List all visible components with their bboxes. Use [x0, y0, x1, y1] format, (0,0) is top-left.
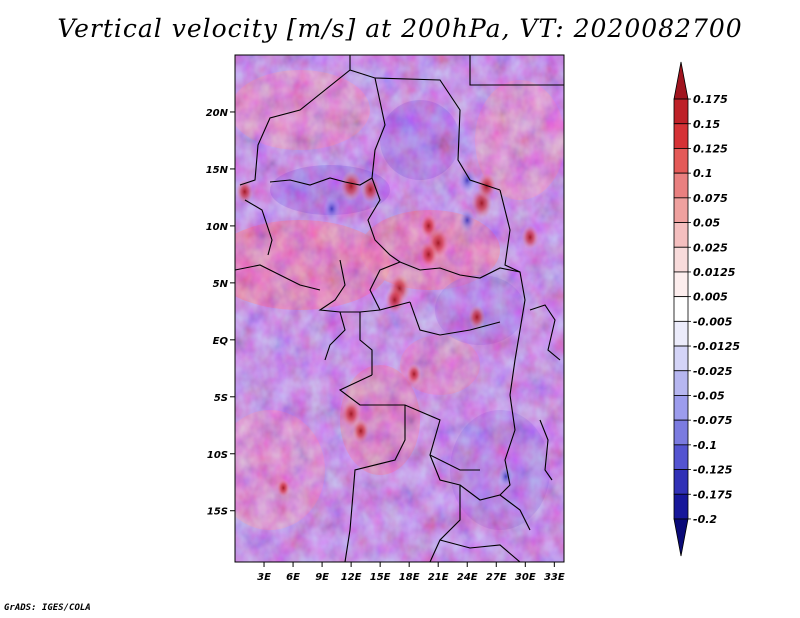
colorbar-segment: [673, 148, 689, 174]
colorbar-label: 0.15: [693, 118, 720, 131]
colorbar: 0.175 0.15 0.125 0.1 0.075 0.05 0.025 0.0125 0.0…: [673, 61, 740, 557]
colorbar-segment: [673, 197, 689, 223]
y-tick-label: 5S: [214, 393, 228, 404]
y-tick-label: 20N: [206, 108, 229, 119]
colorbar-label: -0.005: [693, 315, 733, 328]
x-tick-label: 30E: [515, 572, 536, 583]
colorbar-segment: [673, 469, 689, 495]
country-borders: [235, 55, 564, 562]
colorbar-segment: [673, 98, 689, 125]
y-tick-label: 10N: [206, 222, 229, 233]
chart-canvas: 3E 6E 9E 12E 15E 18E 21E 24E 27E 30E 33E 20N 15N 10N…: [206, 54, 740, 583]
colorbar-label: -0.075: [693, 414, 733, 427]
colorbar-segment: [673, 419, 689, 446]
hotspot-10: [341, 400, 361, 428]
x-tick-label: 21E: [428, 572, 449, 583]
colorbar-label: 0.0125: [693, 266, 736, 279]
x-tick-label: 18E: [399, 572, 420, 583]
colorbar-segment: [673, 246, 689, 273]
colorbar-segment: [673, 444, 689, 470]
colorbar-top-arrow: [673, 61, 689, 100]
hotspot-11: [352, 418, 370, 443]
y-tick-label: EQ: [213, 336, 229, 347]
y-tick-label: 10S: [207, 450, 228, 461]
colorbar-label: 0.125: [693, 142, 728, 155]
y-tick-label: 15S: [207, 507, 228, 518]
hotspot-1: [361, 175, 380, 203]
hotspot-0: [340, 171, 362, 202]
colorbar-segment: [673, 320, 689, 347]
footer-credit: GrADS: IGES/COLA: [4, 603, 91, 613]
hotspot-12: [406, 363, 422, 385]
map-frame: [234, 54, 565, 563]
hotspot-17: [458, 208, 476, 233]
colorbar-label: 0.05: [693, 217, 720, 230]
x-axis: 3E 6E 9E 12E 15E 18E 21E 24E 27E 30E 33E: [257, 562, 565, 583]
hotspot-6: [385, 286, 405, 314]
colorbar-label: 0.025: [693, 241, 728, 254]
y-tick-label: 15N: [206, 165, 229, 176]
x-tick-label: 15E: [370, 572, 391, 583]
hotspot-4: [419, 240, 438, 268]
x-tick-label: 24E: [457, 572, 478, 583]
x-tick-label: 27E: [486, 572, 507, 583]
colorbar-segment: [673, 271, 689, 298]
x-tick-label: 9E: [315, 572, 329, 583]
colorbar-segment: [673, 222, 689, 248]
hotspot-14: [236, 179, 254, 204]
x-tick-label: 33E: [544, 572, 565, 583]
colorbar-label: -0.2: [693, 513, 717, 526]
field-layer: [235, 55, 564, 562]
y-axis: 20N 15N 10N 5N EQ 5S 10S 15S: [206, 108, 235, 518]
hotspot-9: [468, 305, 486, 330]
colorbar-segment: [673, 123, 689, 149]
hotspot-19: [498, 466, 514, 488]
colorbar-label: -0.125: [693, 464, 733, 477]
colorbar-segment: [673, 370, 689, 396]
colorbar-bottom-arrow: [673, 518, 689, 557]
colorbar-label: -0.025: [693, 365, 733, 378]
chart-title: Vertical velocity [m/s] at 200hPa, VT: 2…: [57, 14, 743, 43]
hotspot-18: [277, 478, 290, 497]
colorbar-label: -0.1: [693, 439, 717, 452]
colorbar-label: -0.0125: [693, 340, 740, 353]
hotspot-13: [521, 225, 539, 250]
colorbar-segment: [673, 493, 689, 520]
colorbar-segment: [673, 395, 689, 421]
colorbar-segment: [673, 172, 689, 199]
colorbar-label: 0.175: [693, 93, 728, 106]
hotspot-16: [323, 196, 341, 221]
y-tick-label: 5N: [213, 279, 229, 290]
colorbar-label: 0.075: [693, 192, 728, 205]
hotspot-15: [457, 166, 477, 194]
x-tick-label: 12E: [341, 572, 362, 583]
colorbar-label: -0.05: [693, 389, 725, 402]
colorbar-label: 0.1: [693, 167, 713, 180]
colorbar-label: 0.005: [693, 291, 728, 304]
colorbar-segment: [673, 296, 689, 322]
x-tick-label: 3E: [257, 572, 271, 583]
colorbar-segment: [673, 345, 689, 372]
x-tick-label: 6E: [286, 572, 300, 583]
colorbar-label: -0.175: [693, 488, 733, 501]
